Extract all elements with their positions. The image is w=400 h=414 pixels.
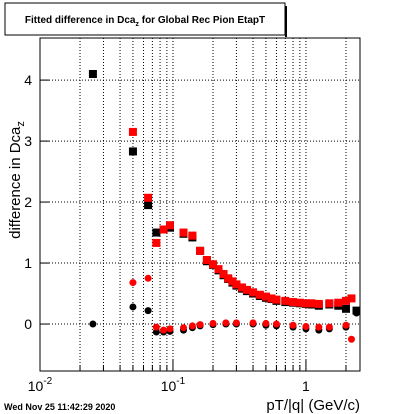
title-box <box>4 2 286 36</box>
data-point <box>152 328 160 336</box>
data-point <box>179 228 188 237</box>
chart-title: Fitted difference in Dcaz for Global Rec… <box>25 15 265 28</box>
x-tick-base: 10 <box>161 378 177 394</box>
data-point <box>237 283 246 292</box>
data-point <box>325 323 333 331</box>
data-point <box>341 304 350 313</box>
data-point <box>341 296 350 305</box>
data-point <box>347 294 356 303</box>
data-point <box>144 193 153 202</box>
data-point <box>89 320 97 328</box>
data-point <box>129 303 137 311</box>
data-point <box>334 298 343 307</box>
data-point <box>208 260 217 269</box>
data-point <box>267 294 276 303</box>
data-point <box>232 280 241 289</box>
data-point <box>255 290 264 299</box>
data-point <box>144 201 153 210</box>
data-point <box>307 299 316 308</box>
y-label-subscript: z <box>15 121 27 127</box>
data-point <box>281 296 290 305</box>
x-tick-exponent: -1 <box>176 376 185 387</box>
data-point <box>209 319 217 327</box>
data-point <box>202 256 211 264</box>
data-point <box>129 279 137 287</box>
x-tick-base: 10 <box>28 378 44 394</box>
data-point <box>272 295 281 304</box>
data-point <box>152 323 160 331</box>
data-point <box>166 221 175 230</box>
y-tick-label: 2 <box>24 194 32 210</box>
data-point <box>160 326 168 334</box>
data-point <box>159 225 168 234</box>
data-point <box>188 231 197 240</box>
x-tick-label: 10-2 <box>28 376 53 394</box>
data-point <box>88 69 97 78</box>
x-tick-label: 10-1 <box>161 376 186 394</box>
data-point <box>152 228 161 237</box>
data-point <box>128 127 137 136</box>
data-point <box>315 323 323 331</box>
data-point <box>188 322 196 330</box>
y-tick-label: 0 <box>24 316 32 332</box>
y-tick-label: 3 <box>24 133 32 149</box>
data-point <box>302 322 310 330</box>
data-point <box>128 147 137 156</box>
title-subscript: z <box>135 21 139 28</box>
data-point <box>232 319 240 327</box>
data-point <box>262 319 270 327</box>
data-point <box>261 292 270 301</box>
data-point <box>144 274 152 282</box>
y-tick-label: 4 <box>24 72 32 88</box>
footer-date: Wed Nov 25 11:42:29 2020 <box>4 402 115 412</box>
plot-frame <box>39 37 361 372</box>
data-point <box>347 335 355 343</box>
y-tick-label: 1 <box>24 255 32 271</box>
data-point <box>289 321 297 329</box>
data-point <box>196 321 204 329</box>
data-point <box>249 288 258 297</box>
data-point <box>314 299 323 308</box>
data-point <box>214 265 223 274</box>
data-point <box>342 321 350 329</box>
data-point <box>224 274 233 283</box>
x-axis-label: pT/|q| (GeV/c) <box>266 397 360 414</box>
x-tick-label: 1 <box>302 378 310 394</box>
data-point <box>249 319 257 327</box>
data-point <box>352 309 360 317</box>
x-tick-exponent: -2 <box>43 376 52 387</box>
title-part: for Global Rec Pion EtapT <box>139 15 265 26</box>
data-point <box>295 298 304 307</box>
data-point <box>242 285 251 294</box>
data-point <box>152 238 161 247</box>
y-axis-label: difference in Dcaz <box>7 121 27 239</box>
title-part: Fitted difference in Dca <box>25 15 136 26</box>
data-point <box>222 319 230 327</box>
data-point <box>289 298 298 307</box>
data-point <box>179 324 187 332</box>
data-point <box>325 299 334 308</box>
data-point <box>166 325 174 333</box>
y-label-part: difference in Dca <box>7 126 24 239</box>
data-point <box>301 299 310 308</box>
data-point <box>196 246 205 255</box>
data-point <box>144 307 152 315</box>
data-point <box>272 320 280 328</box>
title-shadow <box>285 6 287 37</box>
data-point <box>219 270 228 279</box>
